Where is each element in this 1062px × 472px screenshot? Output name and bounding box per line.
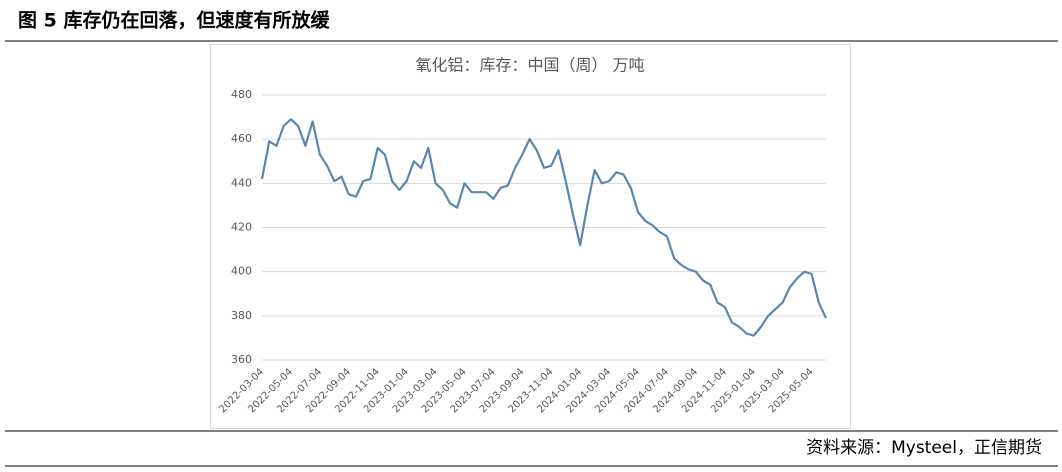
chart-frame [210, 44, 851, 429]
y-tick-label: 460 [231, 132, 252, 145]
figure-title: 图 5 库存仍在回落，但速度有所放缓 [18, 9, 330, 32]
y-tick-label: 420 [231, 221, 252, 234]
source-note: 资料来源：Mysteel，正信期货 [806, 438, 1042, 458]
y-tick-label: 360 [231, 353, 252, 366]
y-tick-label: 480 [231, 88, 252, 101]
data-line [260, 118, 827, 337]
y-tick-label: 400 [231, 265, 252, 278]
y-tick-label: 440 [231, 176, 252, 189]
y-tick-label: 380 [231, 309, 252, 322]
chart-title: 氧化铝：库存：中国（周） 万吨 [415, 56, 644, 75]
